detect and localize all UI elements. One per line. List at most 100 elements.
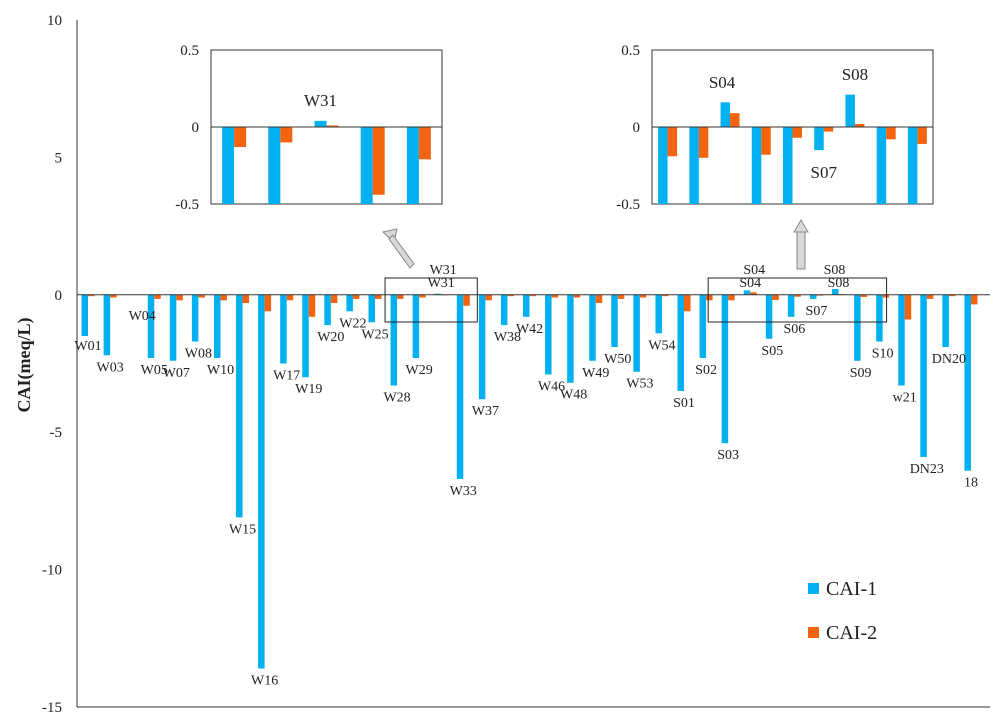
cai-2-bar	[110, 294, 117, 298]
category-label: W38	[494, 330, 521, 345]
legend-swatch	[808, 627, 819, 638]
cai-1-bar	[147, 294, 155, 359]
callout-label: S04	[743, 263, 765, 278]
inset-cai-1-bar	[751, 127, 762, 204]
inset-cai-2-bar	[326, 125, 339, 127]
category-label: W03	[97, 360, 124, 375]
legend-swatch	[808, 583, 819, 594]
cai-1-bar	[169, 294, 177, 361]
cai-1-bar	[324, 294, 331, 326]
cai-1-bar	[280, 294, 287, 364]
cai-1-bar	[545, 294, 552, 375]
cai-2-bar	[639, 294, 647, 298]
cai-1-bar	[765, 294, 773, 339]
y-tick-label: -15	[42, 700, 62, 713]
inset-cai-2-bar	[667, 127, 678, 157]
category-label: W37	[472, 404, 499, 419]
inset-charts: 0.5 0 -0.5 W31 0.5 0 -0.5 S04 S08 S07	[175, 43, 934, 213]
cai-1-bar	[523, 294, 530, 317]
cai-1-bar	[346, 294, 353, 312]
category-label: W50	[604, 352, 631, 367]
inset-annotation: S07	[810, 163, 837, 182]
inset-cai-1-bar	[268, 127, 281, 204]
zoom-box-left	[384, 277, 478, 323]
y-tick-label: -10	[42, 563, 62, 579]
cai-1-bar	[854, 294, 861, 361]
cai-2-bar	[617, 294, 625, 299]
cai-1-bar	[368, 294, 375, 323]
category-label: W16	[251, 674, 278, 689]
cai-2-bar	[154, 294, 161, 299]
legend: CAI-1 CAI-2	[808, 578, 877, 644]
cai-2-bar	[198, 294, 205, 298]
inset-chart-left: 0.5 0 -0.5 W31	[175, 43, 443, 213]
cai-2-bar	[264, 294, 272, 312]
category-label: S08	[828, 276, 850, 291]
cai-1-bar	[434, 293, 442, 295]
category-label: W10	[207, 363, 234, 378]
cai-1-bar	[412, 294, 420, 359]
cai-1-bar	[787, 294, 795, 317]
inset-cai-2-bar	[234, 127, 247, 148]
inset-cai-1-bar	[658, 127, 668, 204]
inset-cai-1-bar	[876, 127, 887, 204]
inset-cai-2-bar	[823, 127, 834, 132]
cai-1-bar	[103, 294, 111, 356]
cai-1-bar	[500, 294, 508, 326]
cai-1-bar	[655, 294, 662, 334]
cai-1-bar	[920, 294, 927, 457]
plot-frame	[76, 20, 990, 708]
category-label: W42	[516, 322, 543, 337]
cai-1-bar	[721, 294, 729, 444]
cai-2-bar	[661, 294, 669, 297]
cai-1-bar	[611, 294, 618, 348]
inset-cai-1-bar	[720, 102, 731, 127]
cai-1-bar	[699, 294, 707, 359]
category-label: S04	[739, 276, 761, 291]
cai-2-bar	[507, 294, 514, 297]
category-label: S10	[872, 347, 894, 362]
inset-cai-2-bar	[418, 127, 431, 160]
category-label: w21	[893, 390, 917, 405]
cai-1-bar	[236, 294, 243, 518]
inset-y-tick-label: -0.5	[616, 197, 640, 213]
category-label: W46	[538, 379, 565, 394]
cai-2-bar	[463, 294, 470, 306]
cai-1-bar	[390, 294, 398, 386]
category-label: W25	[361, 327, 388, 342]
cai-2-bar	[772, 294, 779, 301]
category-label: W29	[406, 363, 433, 378]
category-label: W05	[141, 363, 168, 378]
inset-cai-2-bar	[792, 127, 802, 138]
inset-cai-2-bar	[917, 127, 927, 144]
category-label: S07	[806, 304, 828, 319]
y-axis-title: CAI(meq/L)	[14, 318, 35, 413]
category-label: W49	[582, 366, 609, 381]
callout-label: W31	[430, 263, 457, 278]
cai-2-bar	[794, 294, 801, 297]
cai-1-bar	[942, 294, 949, 348]
cai-2-bar	[882, 294, 890, 298]
cai-2-bar	[750, 292, 757, 295]
inset-cai-1-bar	[783, 127, 793, 204]
cai-1-bar	[964, 294, 971, 471]
y-tick-label: 0	[55, 288, 63, 304]
inset-annotation: S04	[709, 73, 736, 92]
category-label: S09	[850, 366, 872, 381]
zoom-arrows	[381, 219, 809, 270]
cai-2-bar	[286, 294, 294, 301]
inset-y-tick-label: 0	[633, 120, 641, 136]
category-label: S05	[761, 344, 783, 359]
legend-label: CAI-1	[826, 578, 877, 600]
category-label: S01	[673, 396, 695, 411]
cai-1-bar	[567, 294, 574, 383]
inset-cai-2-bar	[372, 127, 385, 195]
cai-2-bar	[551, 294, 559, 298]
cai-1-bar	[809, 294, 817, 299]
cai-2-bar	[595, 294, 603, 304]
inset-cai-1-bar	[689, 127, 699, 204]
cai-2-bar	[374, 294, 382, 299]
inset-y-tick-label: 0.5	[180, 43, 199, 59]
cai-1-bar	[898, 294, 905, 386]
cai-2-bar	[573, 294, 581, 298]
